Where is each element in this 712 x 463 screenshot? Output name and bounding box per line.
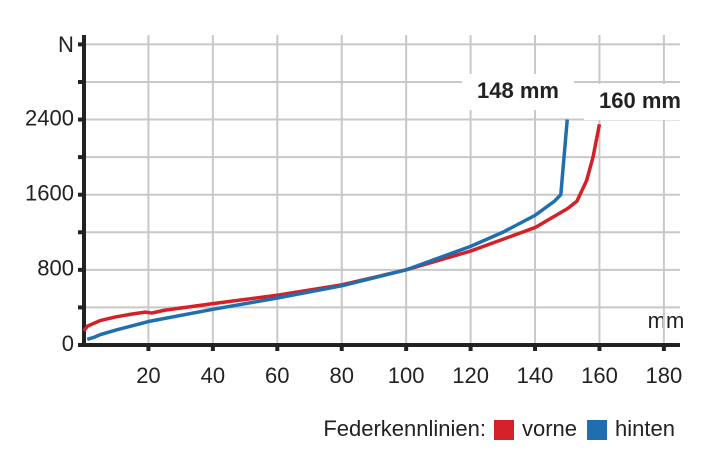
legend-swatch — [587, 420, 608, 440]
y-tick-label: 2400 — [25, 105, 74, 130]
x-tick-label: 160 — [581, 363, 618, 388]
legend-title: Federkennlinien: — [323, 416, 486, 441]
x-tick-label: 80 — [329, 363, 353, 388]
y-tick-label: 800 — [37, 256, 74, 281]
series-line — [82, 123, 602, 332]
y-tick-label: 0 — [62, 331, 74, 356]
x-tick-label: 180 — [646, 363, 683, 388]
x-tick-label: 120 — [452, 363, 489, 388]
x-axis-label: mm — [648, 308, 685, 333]
y-axis-label: N — [58, 32, 74, 57]
series-line — [86, 119, 569, 342]
legend-label: vorne — [522, 416, 577, 441]
x-tick-label: 60 — [265, 363, 289, 388]
annotation: 148 mm — [477, 78, 559, 103]
x-tick-label: 100 — [388, 363, 425, 388]
annotation-bg — [462, 74, 574, 110]
legend-label: hinten — [615, 416, 675, 441]
annotation-bg — [584, 84, 696, 120]
x-tick-label: 40 — [201, 363, 225, 388]
x-tick-label: 140 — [517, 363, 554, 388]
legend-swatch — [494, 420, 514, 440]
x-tick-label: 20 — [136, 363, 160, 388]
annotation: 160 mm — [599, 88, 681, 113]
y-tick-label: 1600 — [25, 181, 74, 206]
